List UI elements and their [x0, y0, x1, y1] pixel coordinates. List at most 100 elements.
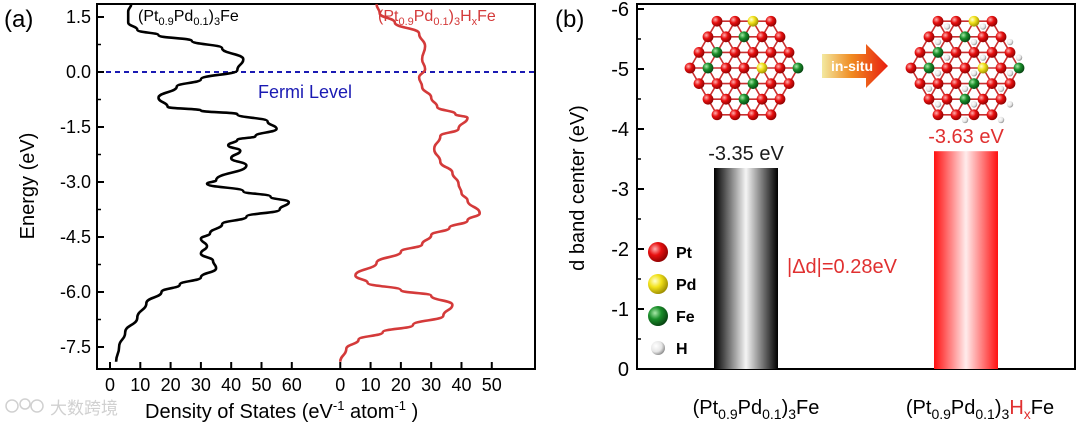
- pt-atom: [995, 31, 1007, 43]
- delta-d-annotation: |Δd|=0.28eV: [787, 256, 898, 278]
- fe-atom: [923, 62, 935, 74]
- pt-atom: [905, 62, 917, 74]
- h-legend-icon: [651, 341, 665, 355]
- legend-label: Pt: [676, 245, 693, 262]
- pt-atom: [693, 78, 705, 89]
- structure-before: [684, 15, 804, 121]
- h-atom: [934, 38, 942, 46]
- pt-atom: [932, 109, 944, 121]
- panel-b-y-axis-label: d band center (eV): [567, 105, 589, 271]
- pt-atom: [756, 93, 768, 105]
- y-tick-label: 0.0: [66, 62, 91, 82]
- h-atom: [961, 85, 969, 92]
- pt-atom: [986, 15, 998, 27]
- pt-atom: [729, 15, 741, 27]
- x-tick-label: 60: [282, 375, 302, 395]
- h-atom: [1006, 38, 1014, 46]
- y-tick-label: -4: [611, 119, 629, 141]
- x-tick-label: 0: [335, 375, 345, 395]
- pt-atom: [995, 93, 1007, 105]
- pt-atom: [950, 109, 962, 121]
- fe-atom: [738, 93, 750, 105]
- pt-atom: [923, 31, 935, 43]
- legend-label: Fe: [676, 309, 695, 326]
- fermi-level-label: Fermi Level: [258, 82, 352, 102]
- pd-atom: [747, 15, 759, 27]
- pt-atom: [702, 31, 714, 43]
- pt-atom: [747, 47, 759, 58]
- pt-atom: [986, 78, 998, 89]
- h-atom: [1015, 54, 1023, 61]
- y-tick-label: -6.0: [60, 282, 91, 302]
- fe-atom: [959, 31, 971, 43]
- fe-atom: [968, 78, 980, 89]
- y-tick-label: 0: [618, 359, 629, 381]
- watermark-logo-icon: [5, 399, 19, 413]
- pt-atom: [720, 31, 732, 43]
- x-tick-label: 10: [130, 375, 150, 395]
- y-tick-label: -6: [611, 0, 629, 21]
- pt-atom: [774, 93, 786, 105]
- pt-atom: [1004, 78, 1016, 89]
- fe-legend-icon: [648, 306, 668, 326]
- svg-text:in-situ: in-situ: [831, 58, 873, 74]
- dos-curve-0: [114, 4, 291, 362]
- y-tick-label: -1.5: [60, 117, 91, 137]
- pt-atom: [720, 93, 732, 105]
- pt-atom: [950, 15, 962, 27]
- pd-atom: [756, 62, 768, 74]
- panel-b-frame: [636, 3, 1076, 370]
- h-atom: [961, 116, 969, 124]
- pd-atom: [977, 62, 989, 74]
- h-atom: [970, 101, 978, 108]
- x-tick-label: 40: [221, 375, 241, 395]
- bar-0: [714, 168, 778, 369]
- fe-atom: [932, 47, 944, 58]
- pt-atom: [756, 31, 768, 43]
- pt-atom: [932, 15, 944, 27]
- pt-atom: [729, 109, 741, 121]
- in-situ-arrow: in-situ: [822, 44, 888, 88]
- panel-a-curves: [114, 4, 481, 362]
- fe-atom: [792, 62, 804, 74]
- h-atom: [934, 101, 942, 108]
- x-tick-label: 40: [451, 375, 471, 395]
- pt-atom: [783, 47, 795, 58]
- pt-atom: [729, 78, 741, 89]
- x-tick-label: 30: [421, 375, 441, 395]
- pt-atom: [711, 109, 723, 121]
- pt-legend-icon: [648, 242, 668, 262]
- x-tick-label: 50: [251, 375, 271, 395]
- y-tick-label: -3: [611, 179, 629, 201]
- series-label-black: (Pt0.9Pd0.1)3Fe: [138, 8, 239, 28]
- h-atom: [943, 23, 951, 30]
- pt-atom: [923, 93, 935, 105]
- x-tick-label: 10: [361, 375, 381, 395]
- pd-legend-icon: [648, 274, 668, 294]
- pt-atom: [720, 62, 732, 74]
- panel-a-y-axis-label: Energy (eV): [17, 133, 39, 240]
- category-label-1: (Pt0.9Pd0.1)3HxFe: [906, 397, 1054, 422]
- structure-after: [905, 15, 1025, 124]
- pt-atom: [702, 93, 714, 105]
- watermark: 大数跨境: [5, 398, 118, 419]
- dos-curve-1: [339, 4, 481, 362]
- h-atom: [979, 23, 987, 30]
- pt-atom: [959, 62, 971, 74]
- arrow-right-icon: [822, 44, 888, 88]
- legend-label: Pd: [676, 277, 696, 294]
- pt-atom: [711, 78, 723, 89]
- x-tick-label: 50: [482, 375, 502, 395]
- pt-atom: [765, 109, 777, 121]
- h-atom: [925, 85, 933, 92]
- y-tick-label: -3.0: [60, 172, 91, 192]
- atom-legend: Pt Pd Fe H: [648, 242, 696, 358]
- bar-label-1: -3.63 eV: [928, 126, 1004, 148]
- x-tick-label: 0: [105, 375, 115, 395]
- fe-atom: [959, 93, 971, 105]
- bar-label-0: -3.35 eV: [708, 143, 784, 165]
- h-atom: [997, 85, 1005, 92]
- panel-a-label: (a): [4, 6, 33, 33]
- y-tick-label: -1: [611, 299, 629, 321]
